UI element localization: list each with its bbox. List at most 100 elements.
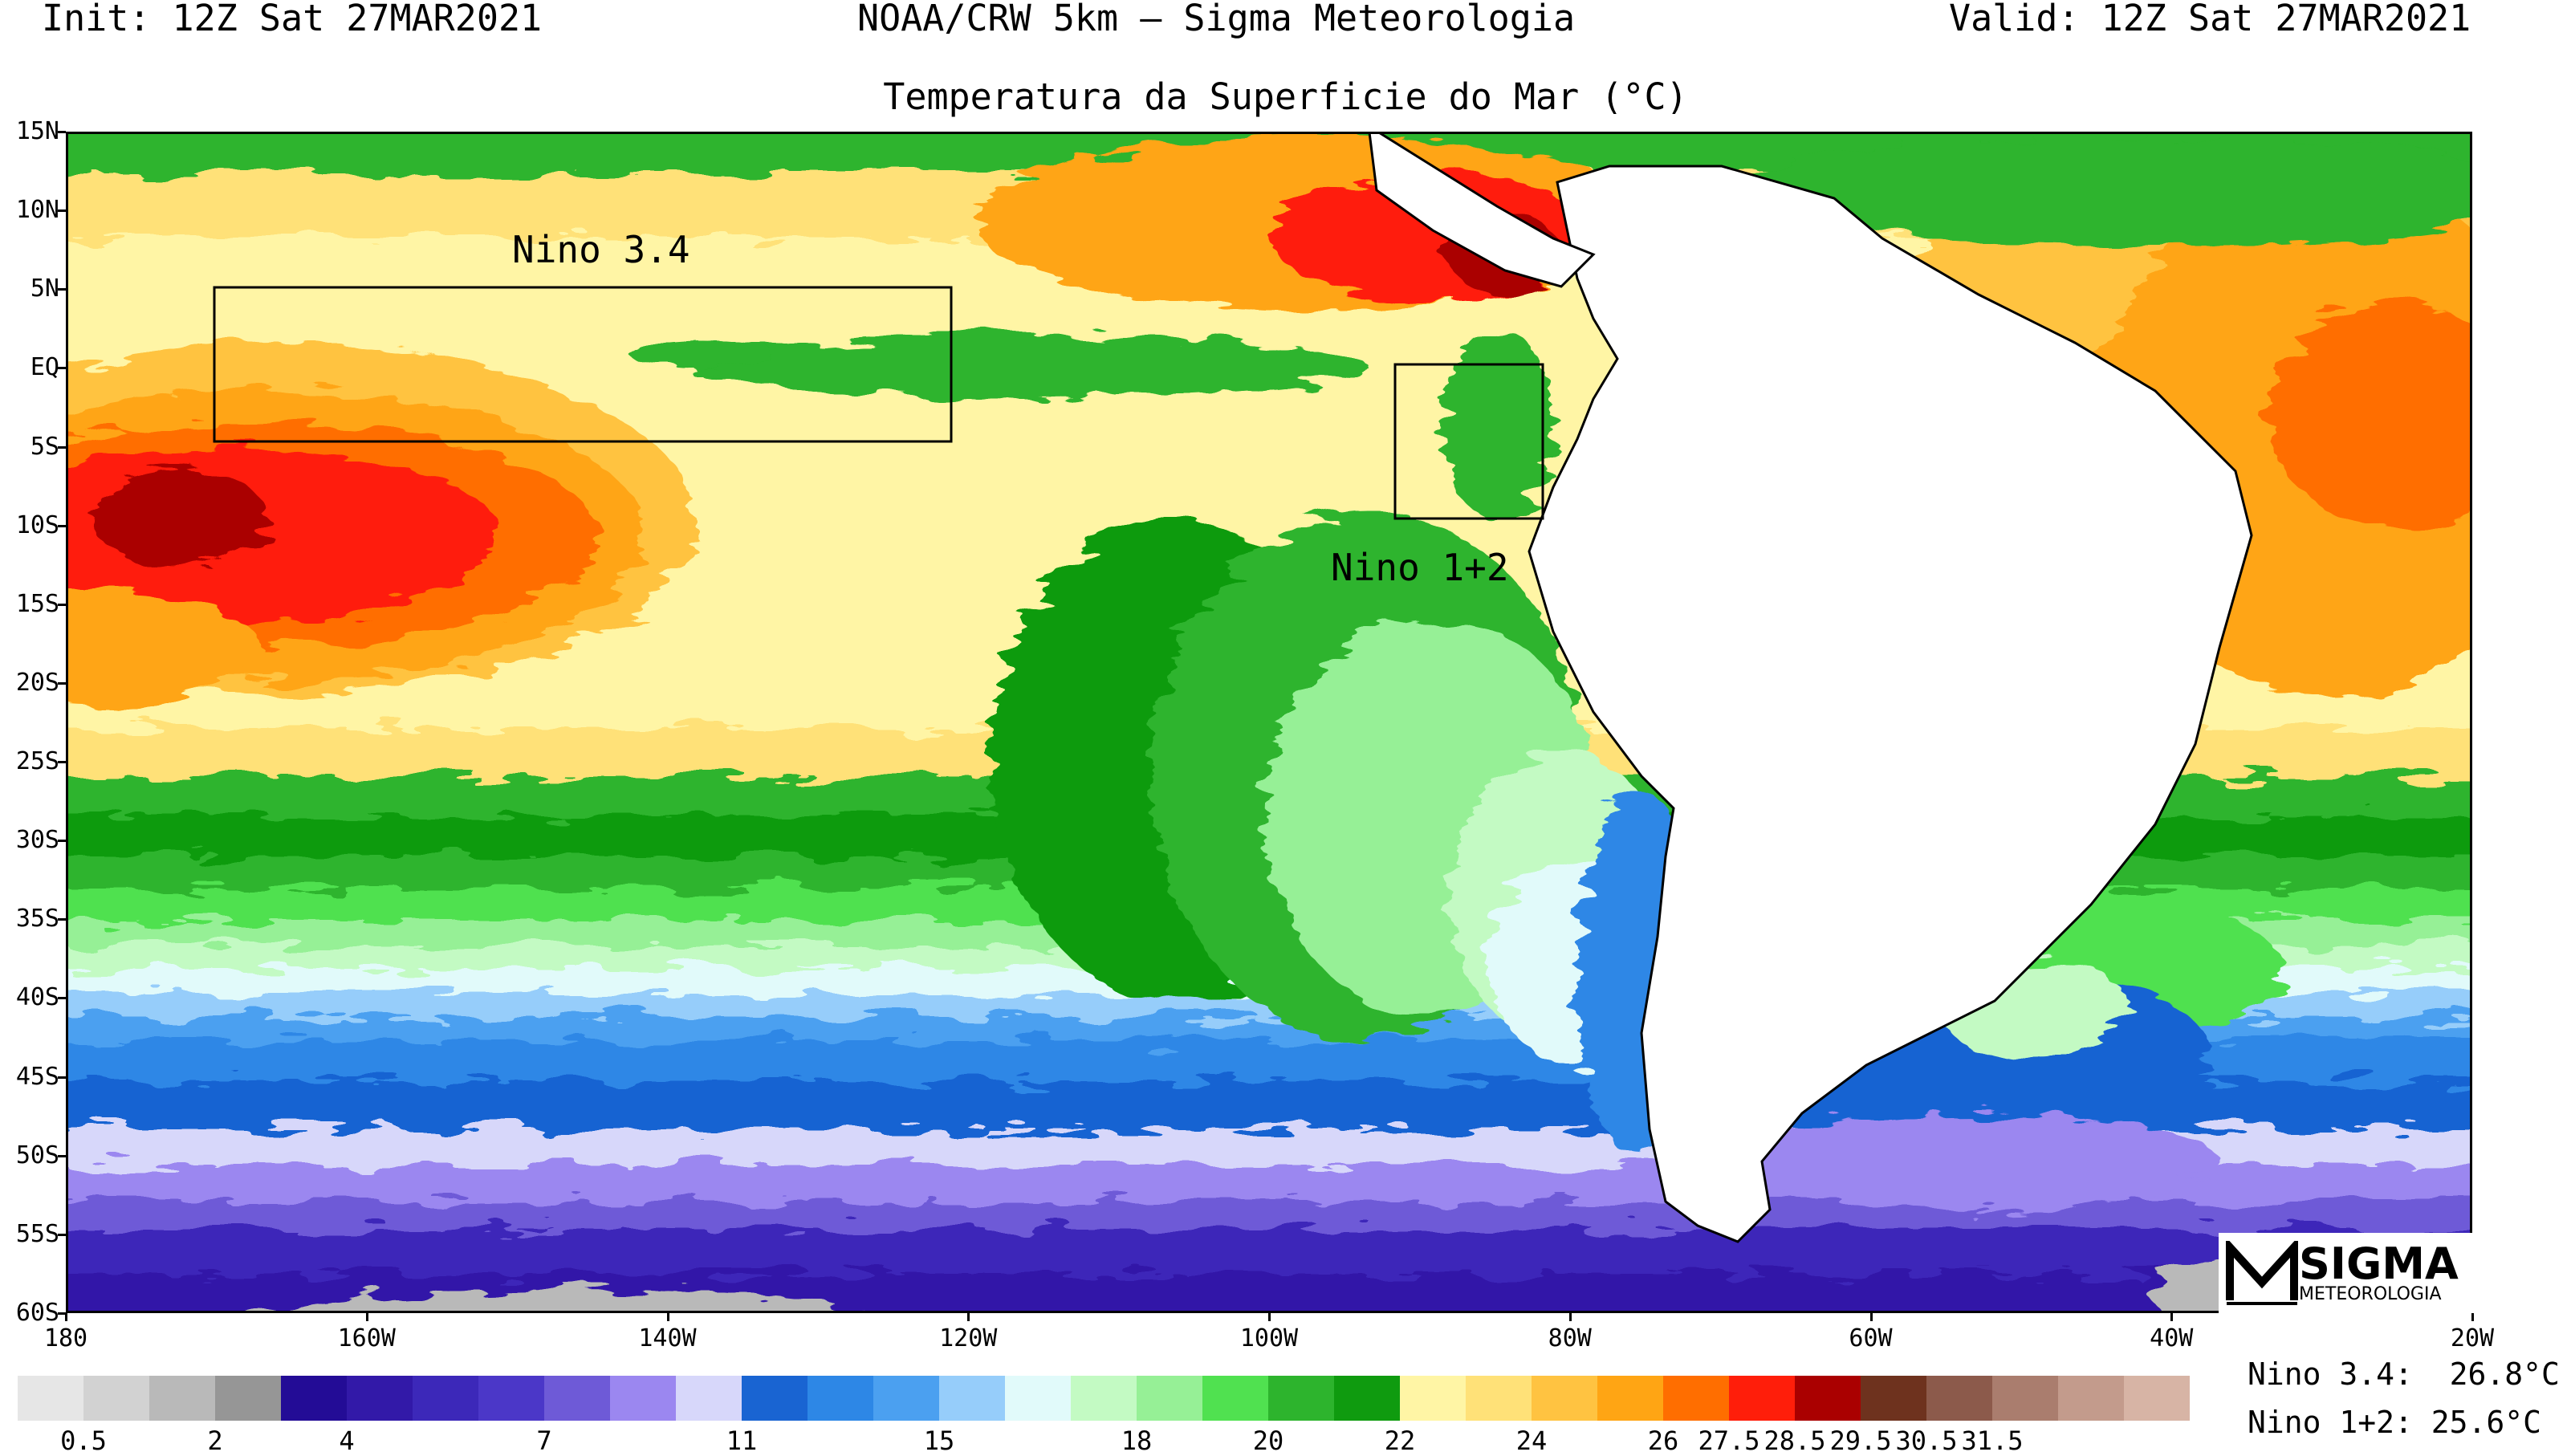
logo-title: SIGMA: [2299, 1238, 2459, 1289]
lat-label: 20S: [15, 668, 59, 697]
sst-field: [68, 134, 2470, 1311]
lat-tick: [58, 761, 66, 764]
colorbar-label: 18: [1121, 1425, 1153, 1456]
colorbar-label: 4: [339, 1425, 355, 1456]
lat-label: 25S: [15, 747, 59, 776]
lon-tick: [2471, 1313, 2474, 1321]
colorbar-swatch: [676, 1376, 742, 1421]
lon-tick: [1268, 1313, 1271, 1321]
lon-tick: [65, 1313, 67, 1321]
lat-tick: [58, 445, 66, 449]
sigma-logo: SIGMA METEOROLOGIA: [2219, 1233, 2475, 1313]
colorbar-swatch: [2124, 1376, 2190, 1421]
colorbar-label: 30.5: [1895, 1425, 1958, 1456]
colorbar-swatch: [478, 1376, 544, 1421]
lon-label: 80W: [1548, 1324, 1592, 1352]
lat-tick: [58, 1076, 66, 1079]
colorbar-swatch: [413, 1376, 478, 1421]
lat-label: 30S: [15, 826, 59, 855]
lat-label: 60S: [15, 1299, 59, 1327]
lat-tick: [58, 288, 66, 291]
nino34-label: Nino 3.4: [512, 228, 690, 271]
colorbar-swatch: [1334, 1376, 1400, 1421]
colorbar-swatch: [1071, 1376, 1137, 1421]
lat-tick: [58, 681, 66, 685]
lon-tick: [666, 1313, 669, 1321]
colorbar-swatch: [215, 1376, 281, 1421]
lat-tick: [58, 840, 66, 843]
central-america-landmass: [1368, 134, 1596, 288]
colorbar-label: 26: [1647, 1425, 1679, 1456]
colorbar-swatch: [281, 1376, 347, 1421]
colorbar-swatch: [1663, 1376, 1729, 1421]
colorbar-label: 2: [207, 1425, 223, 1456]
colorbar-label: 11: [726, 1425, 758, 1456]
colorbar-swatch: [1992, 1376, 2058, 1421]
lon-tick: [365, 1313, 368, 1321]
colorbar-label: 7: [536, 1425, 552, 1456]
lat-tick: [58, 1312, 66, 1315]
colorbar-swatch: [1532, 1376, 1597, 1421]
lat-tick: [58, 367, 66, 370]
lat-tick: [58, 1154, 66, 1157]
colorbar-swatch: [347, 1376, 413, 1421]
lat-label: EQ: [30, 353, 59, 382]
colorbar-swatch: [1926, 1376, 1992, 1421]
sigma-logo-icon: [2226, 1241, 2298, 1305]
lon-label: 60W: [1849, 1324, 1893, 1352]
lon-label: 100W: [1239, 1324, 1299, 1352]
nino34-stat: Nino 3.4: 26.8°C: [2248, 1356, 2560, 1392]
colorbar-swatch: [83, 1376, 149, 1421]
colorbar-swatch: [18, 1376, 83, 1421]
lon-label: 160W: [337, 1324, 396, 1352]
colorbar-swatch: [1861, 1376, 1926, 1421]
colorbar-swatch: [1137, 1376, 1202, 1421]
colorbar-swatch: [1466, 1376, 1532, 1421]
colorbar-label: 24: [1515, 1425, 1548, 1456]
colorbar-swatch: [2058, 1376, 2124, 1421]
colorbar-swatch: [1202, 1376, 1268, 1421]
lat-label: 40S: [15, 983, 59, 1012]
colorbar-swatch: [1729, 1376, 1795, 1421]
lat-label: 5N: [30, 275, 59, 303]
colorbar-swatch: [1400, 1376, 1466, 1421]
colorbar-swatch: [610, 1376, 676, 1421]
colorbar-swatch: [149, 1376, 215, 1421]
colorbar: [18, 1376, 2190, 1421]
lat-label: 10N: [15, 196, 59, 225]
sst-map: [66, 132, 2472, 1313]
lat-label: 50S: [15, 1141, 59, 1169]
colorbar-label: 20: [1252, 1425, 1284, 1456]
colorbar-label: 28.5: [1763, 1425, 1826, 1456]
source-label: NOAA/CRW 5km — Sigma Meteorologia: [857, 0, 1576, 39]
map-title: Temperatura da Superficie do Mar (°C): [883, 75, 1688, 118]
colorbar-swatch: [939, 1376, 1005, 1421]
lat-tick: [58, 131, 66, 133]
valid-time: Valid: 12Z Sat 27MAR2021: [1949, 0, 2471, 39]
colorbar-label: 22: [1384, 1425, 1416, 1456]
lat-label: 10S: [15, 510, 59, 539]
colorbar-label: 0.5: [60, 1425, 107, 1456]
lon-label: 140W: [638, 1324, 697, 1352]
colorbar-label: 31.5: [1961, 1425, 2024, 1456]
lon-label: 180: [43, 1324, 88, 1352]
init-time: Init: 12Z Sat 27MAR2021: [42, 0, 543, 39]
nino12-box: [1393, 363, 1544, 520]
nino12-label: Nino 1+2: [1331, 546, 1509, 589]
lat-tick: [58, 1233, 66, 1236]
lat-tick: [58, 603, 66, 606]
lat-tick: [58, 918, 66, 921]
lat-tick: [58, 209, 66, 213]
colorbar-label: 29.5: [1829, 1425, 1892, 1456]
lon-tick: [1869, 1313, 1873, 1321]
lat-label: 45S: [15, 1062, 59, 1091]
lat-label: 5S: [30, 432, 59, 461]
colorbar-label: 15: [923, 1425, 955, 1456]
colorbar-swatch: [1268, 1376, 1334, 1421]
nino34-box: [213, 286, 953, 443]
nino12-stat: Nino 1+2: 25.6°C: [2248, 1405, 2542, 1440]
lon-tick: [967, 1313, 970, 1321]
colorbar-swatch: [1005, 1376, 1071, 1421]
lat-tick: [58, 997, 66, 1000]
colorbar-label: 27.5: [1698, 1425, 1760, 1456]
